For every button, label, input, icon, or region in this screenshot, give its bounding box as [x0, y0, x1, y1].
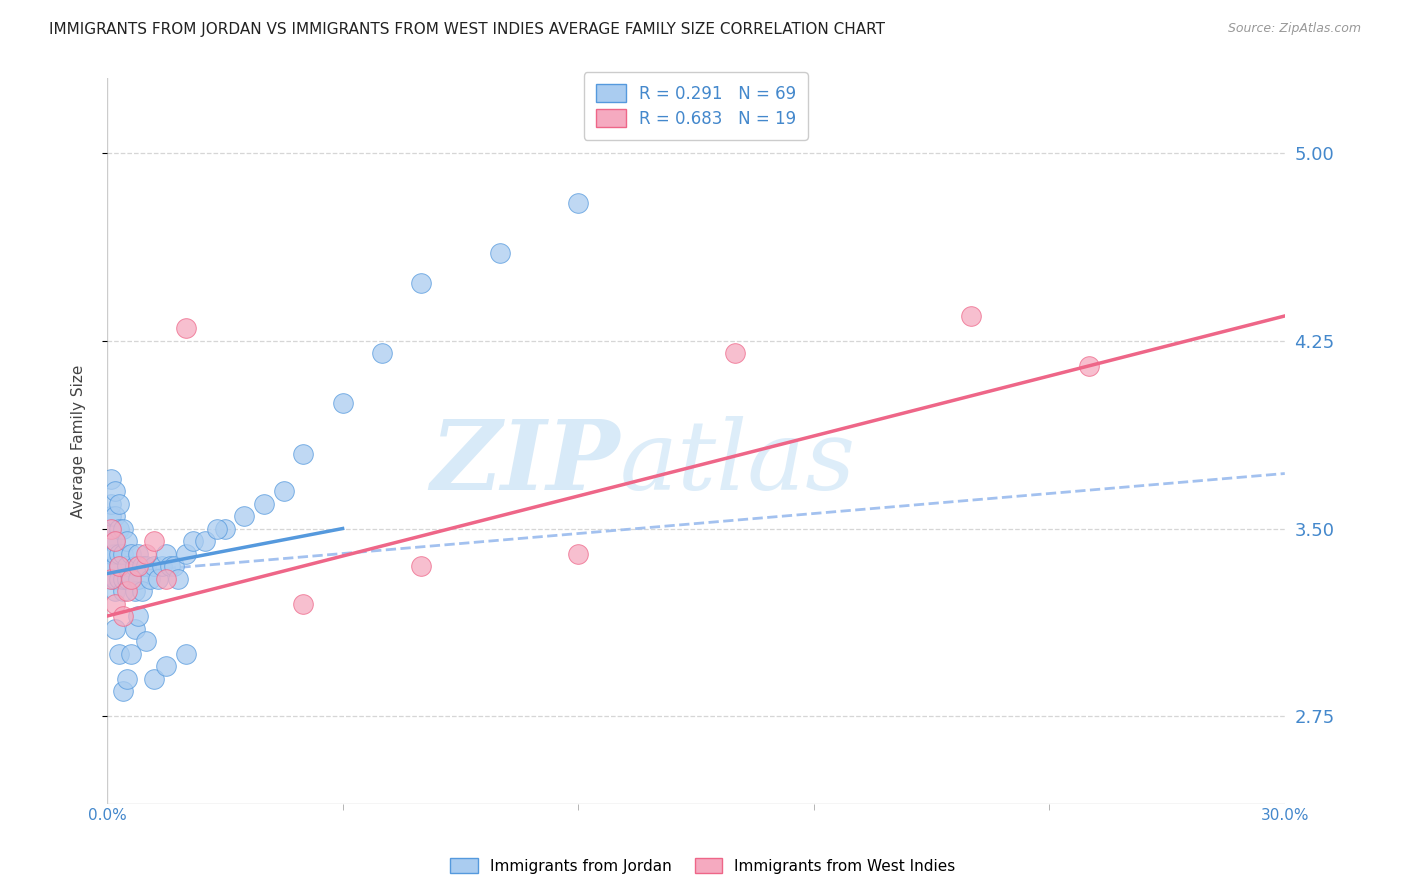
Point [143, 534, 166, 549]
Point [183, 534, 205, 549]
Point [332, 396, 354, 410]
Point [155, 572, 177, 586]
Point [104, 534, 127, 549]
Text: IMMIGRANTS FROM JORDAN VS IMMIGRANTS FROM WEST INDIES AVERAGE FAMILY SIZE CORREL: IMMIGRANTS FROM JORDAN VS IMMIGRANTS FRO… [49, 22, 886, 37]
Point [120, 572, 142, 586]
Point [100, 496, 122, 510]
Point [150, 559, 173, 574]
Point [567, 196, 589, 211]
Point [111, 584, 134, 599]
Point [100, 534, 122, 549]
Point [124, 622, 146, 636]
Point [115, 572, 138, 586]
Point [411, 559, 433, 574]
Point [104, 572, 127, 586]
Point [120, 647, 142, 661]
Point [111, 522, 134, 536]
Point [163, 559, 186, 574]
Point [104, 509, 127, 524]
Point [127, 547, 149, 561]
Point [108, 647, 131, 661]
Point [111, 684, 134, 698]
Point [135, 634, 157, 648]
Point [411, 277, 433, 291]
Point [292, 597, 315, 611]
Point [131, 584, 153, 599]
Y-axis label: Average Family Size: Average Family Size [72, 364, 86, 517]
Point [111, 572, 134, 586]
Point [155, 547, 177, 561]
Point [115, 559, 138, 574]
Point [104, 584, 127, 599]
Point [214, 522, 236, 536]
Point [104, 547, 127, 561]
Point [111, 609, 134, 624]
Point [127, 572, 149, 586]
Point [108, 559, 131, 574]
Point [115, 672, 138, 686]
Point [104, 483, 127, 498]
Point [131, 559, 153, 574]
Text: Source: ZipAtlas.com: Source: ZipAtlas.com [1227, 22, 1361, 36]
Point [120, 547, 142, 561]
Legend: Immigrants from Jordan, Immigrants from West Indies: Immigrants from Jordan, Immigrants from … [444, 852, 962, 880]
Point [135, 547, 157, 561]
Point [143, 672, 166, 686]
Point [174, 547, 197, 561]
Point [108, 559, 131, 574]
Point [108, 572, 131, 586]
Point [100, 572, 122, 586]
Point [100, 522, 122, 536]
Point [159, 559, 181, 574]
Point [124, 584, 146, 599]
Point [104, 622, 127, 636]
Point [108, 496, 131, 510]
Text: ZIP: ZIP [430, 416, 620, 509]
Point [120, 572, 142, 586]
Point [104, 534, 127, 549]
Point [100, 559, 122, 574]
Point [233, 509, 256, 524]
Point [100, 509, 122, 524]
Point [205, 522, 228, 536]
Point [139, 572, 162, 586]
Point [143, 559, 166, 574]
Point [371, 346, 394, 360]
Point [146, 572, 169, 586]
Point [194, 534, 217, 549]
Point [724, 346, 747, 360]
Point [100, 471, 122, 485]
Point [488, 246, 510, 260]
Point [108, 522, 131, 536]
Point [567, 547, 589, 561]
Point [1077, 359, 1099, 373]
Point [273, 483, 295, 498]
Point [111, 547, 134, 561]
Point [100, 547, 122, 561]
Point [104, 559, 127, 574]
Point [115, 584, 138, 599]
Point [292, 446, 315, 460]
Point [127, 609, 149, 624]
Legend: R = 0.291   N = 69, R = 0.683   N = 19: R = 0.291 N = 69, R = 0.683 N = 19 [583, 72, 808, 139]
Text: atlas: atlas [620, 416, 855, 509]
Point [100, 522, 122, 536]
Point [104, 597, 127, 611]
Point [100, 572, 122, 586]
Point [124, 559, 146, 574]
Point [155, 659, 177, 673]
Point [127, 559, 149, 574]
Point [253, 496, 276, 510]
Point [115, 534, 138, 549]
Point [959, 309, 981, 323]
Point [135, 559, 157, 574]
Point [174, 321, 197, 335]
Point [108, 547, 131, 561]
Point [166, 572, 188, 586]
Point [174, 647, 197, 661]
